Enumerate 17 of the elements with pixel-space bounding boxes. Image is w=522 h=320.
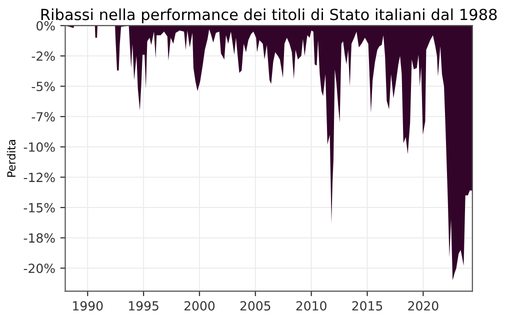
x-tick-label: 2015: [352, 301, 382, 311]
x-tick-label: 2005: [240, 301, 270, 311]
y-tick-label: -2%: [32, 51, 55, 61]
x-tick-label: 2000: [184, 301, 215, 311]
y-tick-label: -12%: [24, 172, 55, 182]
y-tick-label: -18%: [24, 233, 55, 243]
y-tick-label: -7%: [32, 112, 55, 122]
y-tick-label: -10%: [24, 142, 55, 152]
x-tick-label: 2010: [296, 301, 326, 311]
y-tick-label: -15%: [24, 202, 55, 212]
y-tick-label: 0%: [36, 21, 55, 31]
x-tick-label: 1990: [73, 301, 103, 311]
x-tick-label: 2020: [408, 301, 438, 311]
x-tick-label: 1995: [129, 301, 158, 311]
y-tick-label: -5%: [32, 82, 55, 92]
y-axis-title: Perdita: [6, 140, 16, 177]
y-tick-label: -20%: [24, 264, 55, 274]
